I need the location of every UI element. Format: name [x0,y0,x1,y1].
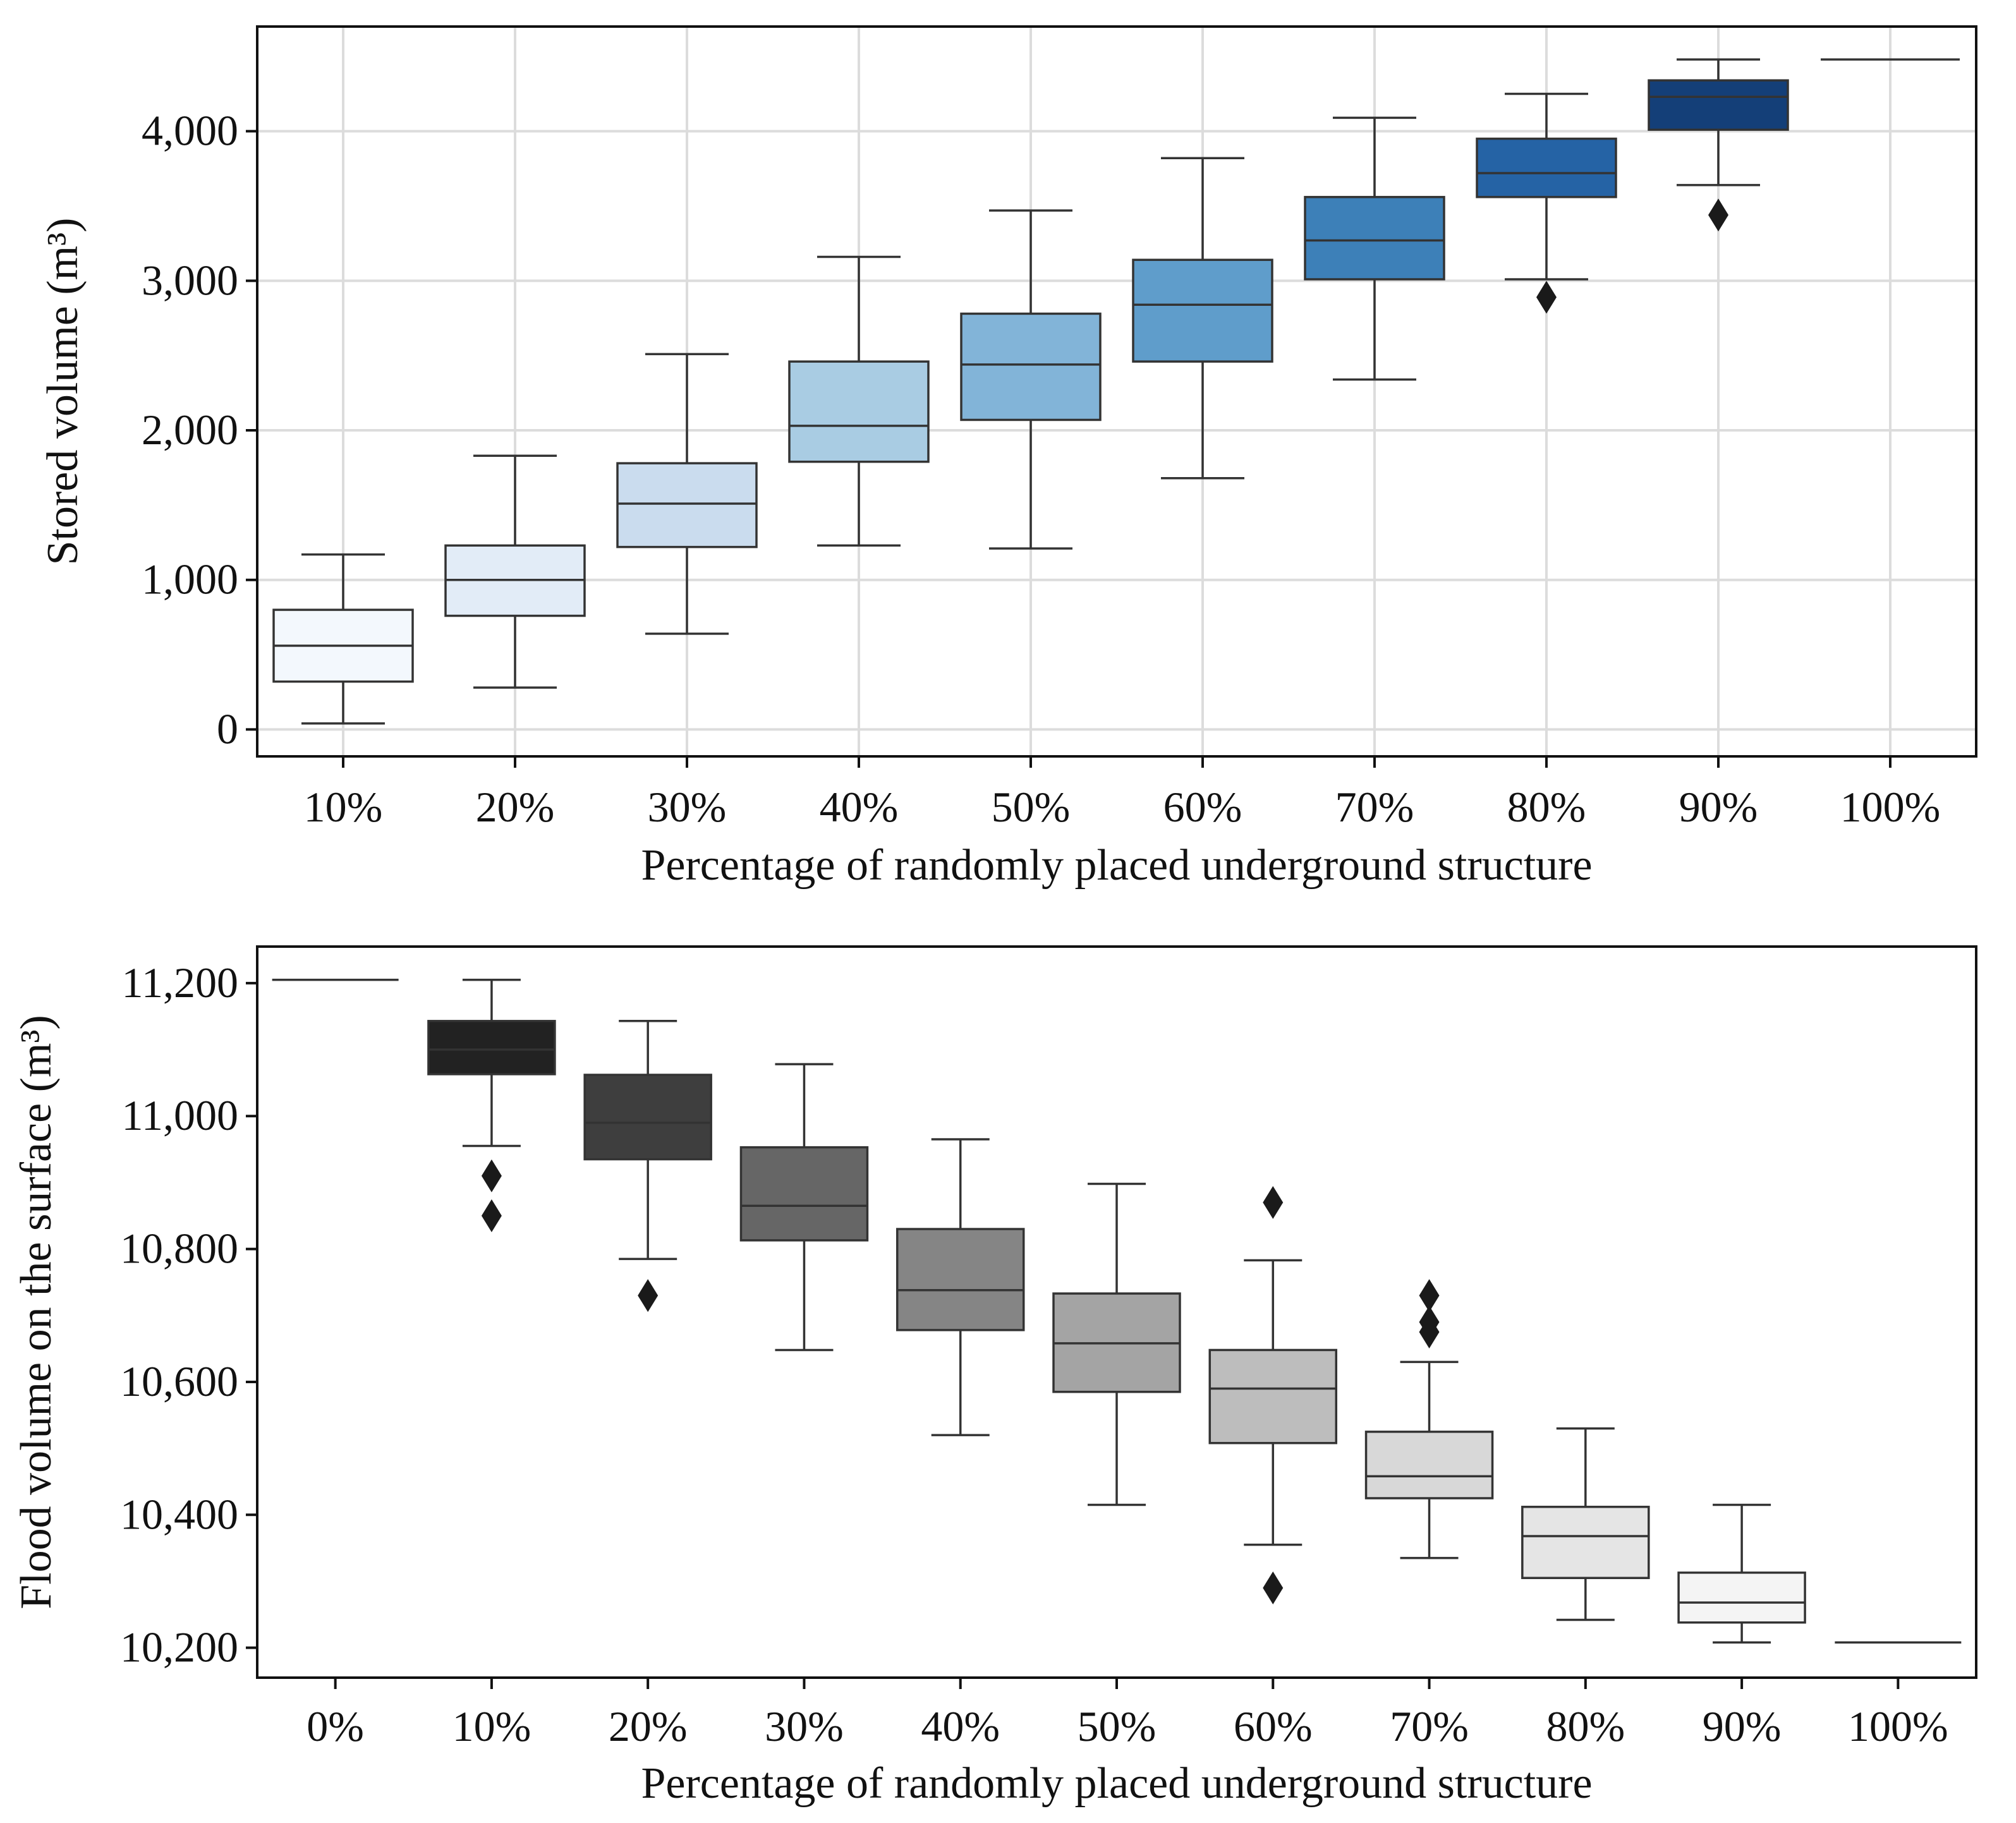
x-tick-label: 20% [609,1702,688,1750]
box [1364,1431,1494,1499]
x-tick-label: 90% [1679,783,1758,831]
x-tick-label: 50% [1078,1702,1157,1750]
box [788,360,930,463]
flood-volume-chart: 10,200 10,400 10,600 10,800 11,000 11,200 0% 10… [12,945,1977,1808]
box-group-90% [1648,58,1789,232]
box [739,1146,869,1242]
outlier-point [1419,1316,1440,1349]
plot-frame [256,25,1977,758]
box-group-10% [272,553,414,725]
x-tick-label: 30% [648,783,727,831]
box [1476,137,1617,198]
x-tick-label: 10% [304,783,383,831]
box-group-10% [427,978,556,1232]
outlier-point [481,1199,502,1232]
y-tick-label: 4,000 [142,107,238,155]
box-group-40% [896,1138,1025,1436]
y-axis-label: Flood volume on the surface (m³) [12,1015,61,1609]
box-group-50% [1052,1182,1181,1506]
box-group-50% [960,209,1102,550]
x-tick-label: 40% [820,783,899,831]
box [1304,196,1445,281]
x-tick-label: 40% [921,1702,1000,1750]
box-group-60% [1208,1185,1338,1605]
y-tick-label: 11,000 [122,1091,238,1139]
y-tick-label: 2,000 [142,406,238,454]
x-tick-label: 100% [1848,1702,1948,1750]
x-tick-label: 60% [1163,783,1242,831]
y-tick-label: 10,200 [120,1623,238,1671]
box [427,1020,556,1075]
box-group-30% [616,353,758,635]
x-tick-label: 30% [765,1702,844,1750]
box [1677,1572,1806,1624]
x-tick-label: 70% [1390,1702,1469,1750]
y-tick-label: 10,600 [120,1357,238,1405]
box [583,1074,712,1161]
x-tick-label: 0% [307,1702,364,1750]
box-group-40% [788,255,930,547]
box-group-20% [583,1020,712,1312]
box-group-30% [739,1063,869,1352]
y-axis-label: Stored volume (m³) [39,218,87,566]
box-group-20% [444,454,586,689]
box [960,312,1102,421]
outlier-point [1263,1185,1284,1219]
stored-volume-chart: 0 1,000 2,000 3,000 4,000 10% 20% 30% 40% 50% 60% 7… [39,25,1977,890]
outlier-point [638,1279,659,1312]
x-tick-label: 80% [1546,1702,1625,1750]
y-tick-label: 11,200 [122,959,238,1007]
y-tick-label: 10,400 [120,1490,238,1538]
outlier-point [1263,1572,1284,1605]
box-group-90% [1677,1503,1806,1644]
box [896,1228,1025,1331]
x-axis-label: Percentage of randomly placed undergroun… [641,1759,1592,1808]
box [1648,79,1789,131]
x-tick-label: 100% [1840,783,1941,831]
y-tick-label: 0 [217,705,238,753]
x-axis-label: Percentage of randomly placed undergroun… [641,841,1592,890]
box-group-60% [1132,157,1273,480]
outlier-point [1536,281,1557,314]
x-tick-label: 20% [476,783,555,831]
box-group-70% [1304,116,1445,381]
x-tick-label: 60% [1234,1702,1313,1750]
outlier-point [1419,1279,1440,1312]
box-group-70% [1364,1279,1494,1560]
x-tick-label: 10% [452,1702,531,1750]
box [1132,258,1273,363]
box-group-80% [1521,1427,1650,1621]
box-group-80% [1476,92,1617,314]
x-tick-label: 70% [1335,783,1414,831]
box [616,462,758,548]
y-tick-label: 3,000 [142,256,238,304]
box [1208,1348,1338,1444]
x-tick-label: 90% [1703,1702,1782,1750]
box [1521,1505,1650,1579]
y-tick-label: 1,000 [142,555,238,603]
outlier-point [481,1159,502,1192]
y-tick-label: 10,800 [120,1225,238,1273]
x-tick-label: 80% [1507,783,1586,831]
outlier-point [1708,198,1728,232]
x-tick-label: 50% [992,783,1071,831]
